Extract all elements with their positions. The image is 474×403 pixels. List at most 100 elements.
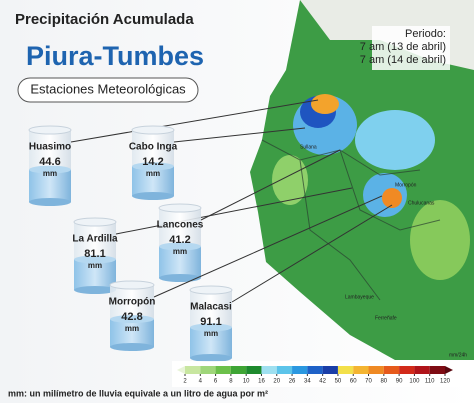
legend-tick-label: 8 — [229, 379, 233, 385]
legend-swatch — [292, 366, 308, 374]
station-unit: mm — [204, 329, 218, 338]
cylinder-bottom — [110, 343, 154, 351]
legend-swatch — [246, 366, 262, 374]
cylinder-bottom — [29, 198, 71, 206]
water — [132, 166, 174, 196]
water — [110, 319, 154, 347]
legend-swatch — [399, 366, 415, 374]
water-top — [190, 323, 232, 332]
station-unit: mm — [43, 169, 57, 178]
water — [74, 259, 116, 290]
footnote: mm: un milímetro de lluvia equivale a un… — [8, 388, 268, 398]
cylinder-top — [28, 125, 72, 135]
station-value: 44.6 — [39, 156, 60, 168]
legend-tick-label: 100 — [409, 379, 420, 385]
cylinder-top — [189, 285, 233, 295]
map-label: Sullana — [300, 144, 317, 150]
station-value: 42.8 — [121, 311, 142, 323]
title: Precipitación Acumulada — [15, 11, 194, 28]
legend-tick-label: 4 — [199, 379, 203, 385]
legend-swatch — [337, 366, 354, 374]
station-unit: mm — [173, 247, 187, 256]
station-name: Morropón — [109, 297, 156, 308]
station-value: 81.1 — [84, 248, 105, 260]
legend-tick-label: 80 — [380, 379, 387, 385]
legend-tick-label: 16 — [258, 379, 265, 385]
legend-swatch — [307, 366, 323, 374]
legend-swatch — [383, 366, 400, 374]
legend-swatch — [353, 366, 369, 374]
legend-tick-label: 26 — [289, 379, 296, 385]
legend-swatch — [414, 366, 430, 374]
map-label: Ferreñafe — [375, 315, 397, 321]
station-name: La Ardilla — [72, 234, 118, 245]
map-label: Morropón — [395, 182, 417, 188]
station-unit: mm — [146, 169, 160, 178]
water-top — [110, 315, 154, 324]
period-box — [372, 26, 450, 70]
cylinder-bottom — [74, 286, 116, 294]
water — [159, 246, 201, 278]
legend-tick-label: 110 — [425, 379, 435, 385]
water-top — [74, 255, 116, 264]
legend-tick-label: 50 — [335, 379, 342, 385]
legend-swatch — [215, 366, 231, 374]
station-value: 41.2 — [169, 234, 190, 246]
legend-tick-label: 60 — [350, 379, 357, 385]
station-name: Huasimo — [29, 142, 71, 153]
station-unit: mm — [88, 261, 102, 270]
legend-tick-label: 10 — [243, 379, 250, 385]
water-top — [132, 162, 174, 171]
cylinder-bottom — [159, 274, 201, 282]
region: Piura-Tumbes — [26, 41, 204, 71]
leader-line — [231, 204, 393, 303]
water — [29, 169, 71, 202]
period-end: 7 am (14 de abril) — [360, 54, 446, 66]
water-top — [29, 165, 71, 174]
legend-tick-label: 70 — [365, 379, 372, 385]
leader-line — [70, 99, 319, 143]
legend-arrow — [177, 366, 185, 374]
period-label: Periodo: — [405, 28, 446, 40]
cylinder-top — [158, 203, 202, 213]
period-start: 7 am (13 de abril) — [360, 41, 446, 53]
cylinder-bottom — [132, 192, 174, 200]
station-value: 14.2 — [142, 156, 163, 168]
legend-tick-label: 20 — [273, 379, 280, 385]
legend-swatch — [185, 366, 201, 374]
legend-arrow — [445, 366, 453, 374]
section: Estaciones Meteorológicas — [30, 81, 186, 96]
water — [190, 327, 232, 358]
station-name: Malacasi — [190, 302, 232, 313]
legend-swatch — [276, 366, 293, 374]
cylinder-bottom — [190, 354, 232, 362]
legend-swatch — [322, 366, 338, 374]
legend-tick-label: 34 — [304, 379, 311, 385]
cylinder-top — [131, 125, 175, 135]
map-label: Lambayeque — [345, 294, 374, 300]
leader-line — [200, 149, 341, 221]
map — [250, 0, 474, 360]
leader-line — [173, 127, 306, 143]
cylinder-top — [73, 217, 117, 227]
legend-swatch — [429, 366, 445, 374]
leader-line — [115, 187, 353, 235]
map-label: Chulucanas — [408, 200, 435, 206]
legend-swatch — [261, 366, 277, 374]
water-top — [159, 242, 201, 251]
station-name: Cabo Inga — [129, 142, 178, 153]
station-value: 91.1 — [200, 316, 221, 328]
legend-tick-label: 42 — [319, 379, 326, 385]
legend-swatch — [200, 366, 216, 374]
section-box — [17, 77, 199, 103]
legend-tick-label: 90 — [396, 379, 403, 385]
leader-line — [153, 195, 383, 298]
legend-tick-label: 120 — [440, 379, 451, 385]
station-unit: mm — [125, 324, 139, 333]
cylinder-top — [109, 280, 155, 290]
legend-swatch — [230, 366, 247, 374]
legend-unit: mm/24h — [449, 352, 467, 358]
legend-swatch — [368, 366, 384, 374]
